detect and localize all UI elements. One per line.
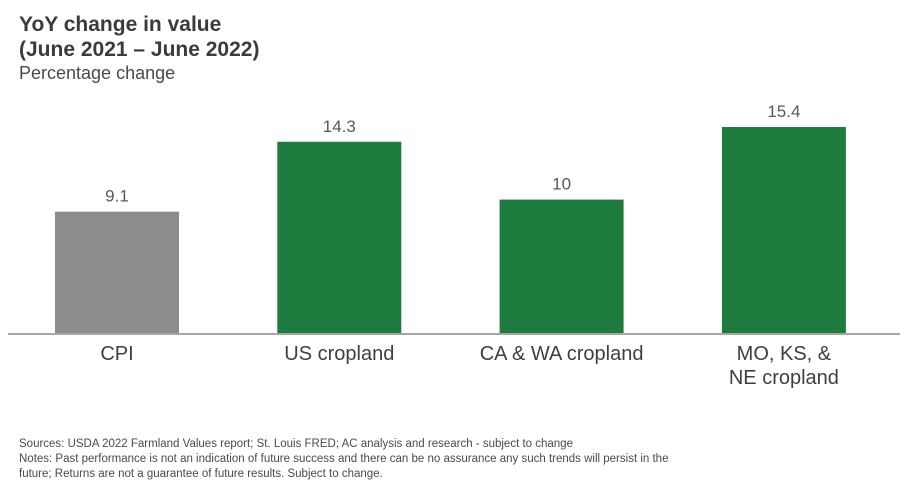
- bar-2: [499, 199, 624, 334]
- category-label-2: CA & WA cropland: [480, 343, 644, 365]
- category-label-3-line-0: MO, KS, &: [737, 343, 832, 365]
- bar-chart: 9.1 CPI 14.3 US cropland 10 CA & WA cropland 1…: [8, 102, 900, 389]
- notes-line-2: future; Returns are not a guarantee of f…: [19, 468, 383, 480]
- data-label-1: 14.3: [323, 117, 356, 136]
- bar-1: [277, 141, 402, 334]
- data-label-2: 10: [552, 175, 571, 194]
- notes-line-1: Notes: Past performance is not an indica…: [19, 453, 669, 465]
- data-label-3: 15.4: [767, 102, 800, 121]
- sources-note: Sources: USDA 2022 Farmland Values repor…: [19, 438, 573, 450]
- bar-3: [721, 127, 846, 334]
- chart-title: YoY change in value (June 2021 – June 20…: [19, 12, 259, 62]
- category-label-1: US cropland: [284, 343, 394, 365]
- bar-0: [55, 211, 179, 334]
- category-label-0: CPI: [100, 343, 133, 365]
- chart-footer: Sources: USDA 2022 Farmland Values repor…: [19, 437, 879, 482]
- chart-title-line-1: YoY change in value: [19, 13, 222, 36]
- data-label-0: 9.1: [105, 187, 129, 206]
- category-label-3-line-1: NE cropland: [729, 367, 839, 389]
- chart-title-line-2: (June 2021 – June 2022): [19, 38, 260, 61]
- chart-subtitle: Percentage change: [19, 63, 176, 83]
